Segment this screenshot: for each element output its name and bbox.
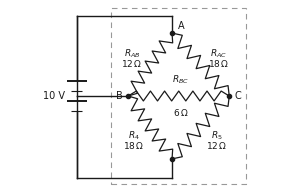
Text: C: C [234,91,241,101]
Text: $12\,\Omega$: $12\,\Omega$ [121,58,143,69]
Bar [111,8,246,184]
Text: $6\,\Omega$: $6\,\Omega$ [173,107,188,118]
Text: $R_{BC}$: $R_{BC}$ [172,74,189,86]
Text: $R_{AB}$: $R_{AB}$ [124,48,140,60]
Text: $18\,\Omega$: $18\,\Omega$ [208,58,230,69]
Text: $R_{AC}$: $R_{AC}$ [210,48,227,60]
Text: $12\,\Omega$: $12\,\Omega$ [206,140,228,151]
Text: $R_{5}$: $R_{5}$ [211,130,223,142]
Text: B: B [116,91,122,101]
Text: $R_{4}$: $R_{4}$ [128,130,140,142]
Text: 10 V: 10 V [43,91,65,101]
Text: $18\,\Omega$: $18\,\Omega$ [123,140,145,151]
Text: A: A [178,21,185,31]
